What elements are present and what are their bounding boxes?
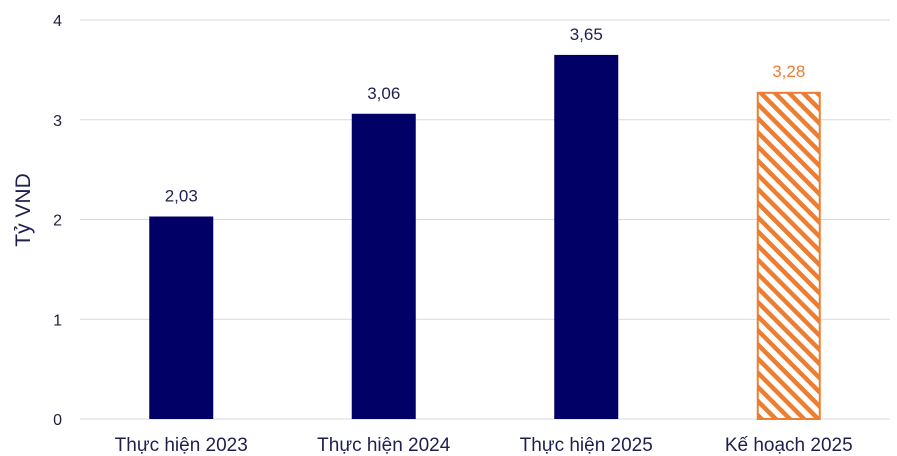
y-tick-label: 2 bbox=[53, 213, 62, 230]
bars bbox=[149, 54, 821, 420]
category-label: Thực hiện 2023 bbox=[115, 435, 248, 456]
y-tick-label: 0 bbox=[53, 412, 62, 429]
category-labels: Thực hiện 2023 Thực hiện 2024 Thực hiện 20… bbox=[115, 435, 853, 456]
y-tick-label: 4 bbox=[53, 13, 62, 30]
bar-actual bbox=[149, 216, 214, 419]
data-label: 3,28 bbox=[772, 62, 805, 81]
bar-actual bbox=[554, 54, 619, 419]
y-tick-labels: 0 1 2 3 4 bbox=[53, 13, 62, 429]
bar-plan bbox=[756, 91, 821, 420]
y-axis-label: Tỷ VND bbox=[12, 173, 35, 247]
gridlines bbox=[80, 19, 890, 420]
data-label: 2,03 bbox=[165, 187, 198, 206]
y-tick-label: 3 bbox=[53, 113, 62, 130]
data-label: 3,65 bbox=[570, 25, 603, 44]
data-label: 3,06 bbox=[367, 84, 400, 103]
data-labels: 2,03 3,06 3,65 3,28 bbox=[165, 25, 806, 206]
bar-actual bbox=[351, 113, 416, 419]
category-label: Thực hiện 2025 bbox=[520, 435, 653, 456]
y-tick-label: 1 bbox=[53, 312, 62, 329]
category-label: Kế hoạch 2025 bbox=[725, 435, 853, 456]
category-label: Thực hiện 2024 bbox=[317, 435, 451, 456]
